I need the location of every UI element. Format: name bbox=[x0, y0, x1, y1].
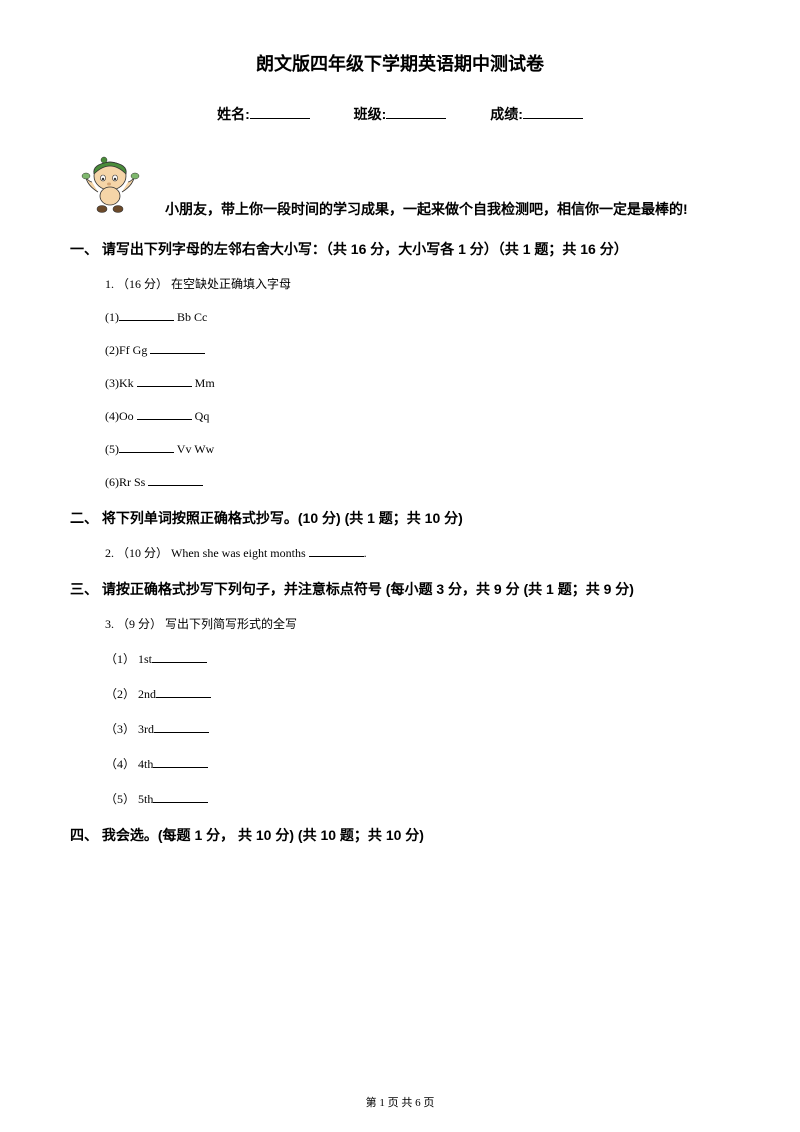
q3-item-1: （1） 1st bbox=[105, 650, 730, 667]
class-blank bbox=[386, 118, 446, 119]
q1-item-1: (1) Bb Cc bbox=[105, 310, 730, 325]
question-3: 3. （9 分） 写出下列简写形式的全写 bbox=[105, 615, 730, 632]
page-title: 朗文版四年级下学期英语期中测试卷 bbox=[70, 50, 730, 76]
name-blank bbox=[250, 118, 310, 119]
q3-item-4: （4） 4th bbox=[105, 755, 730, 772]
section-1-header: 一、 请写出下列字母的左邻右舍大小写：（共 16 分，大小写各 1 分）（共 1… bbox=[70, 239, 730, 259]
q1-item-5: (5) Vv Ww bbox=[105, 442, 730, 457]
student-info-row: 姓名: 班级: 成绩: bbox=[70, 104, 730, 124]
q3-item-3: （3） 3rd bbox=[105, 720, 730, 737]
cartoon-character-icon bbox=[80, 154, 155, 219]
q3-item-5: （5） 5th bbox=[105, 790, 730, 807]
score-label: 成绩: bbox=[490, 106, 523, 122]
section-4-header: 四、 我会选。(每题 1 分， 共 10 分) (共 10 题；共 10 分) bbox=[70, 825, 730, 845]
page-footer: 第 1 页 共 6 页 bbox=[0, 1094, 800, 1110]
encourage-text: 小朋友，带上你一段时间的学习成果，一起来做个自我检测吧，相信你一定是最棒的! bbox=[165, 199, 688, 219]
section-2-header: 二、 将下列单词按照正确格式抄写。(10 分) (共 1 题；共 10 分) bbox=[70, 508, 730, 528]
q3-item-2: （2） 2nd bbox=[105, 685, 730, 702]
q1-item-3: (3)Kk Mm bbox=[105, 376, 730, 391]
encourage-row: 小朋友，带上你一段时间的学习成果，一起来做个自我检测吧，相信你一定是最棒的! bbox=[70, 154, 730, 219]
name-label: 姓名: bbox=[217, 106, 250, 122]
question-2: 2. （10 分） When she was eight months . bbox=[105, 544, 730, 561]
score-blank bbox=[523, 118, 583, 119]
class-label: 班级: bbox=[354, 106, 387, 122]
q1-item-2: (2)Ff Gg bbox=[105, 343, 730, 358]
question-1: 1. （16 分） 在空缺处正确填入字母 bbox=[105, 275, 730, 292]
q1-item-4: (4)Oo Qq bbox=[105, 409, 730, 424]
section-3-header: 三、 请按正确格式抄写下列句子，并注意标点符号 (每小题 3 分，共 9 分 (… bbox=[70, 579, 730, 599]
q1-item-6: (6)Rr Ss bbox=[105, 475, 730, 490]
